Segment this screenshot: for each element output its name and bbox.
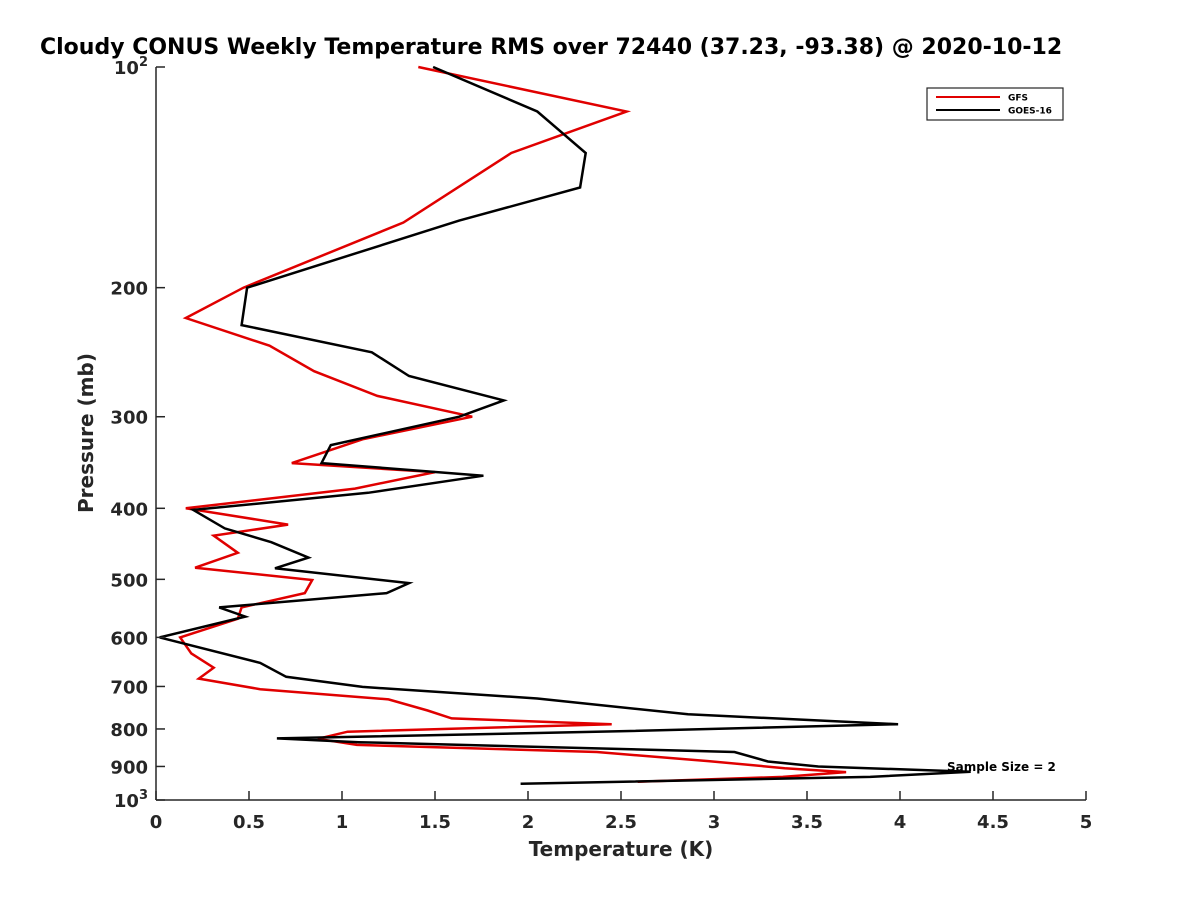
legend-label-goes-16: GOES-16: [1008, 107, 1052, 117]
series-layer: [159, 65, 971, 785]
y-tick-label: 500: [110, 570, 148, 591]
x-tick-label: 0: [150, 812, 163, 833]
y-tick-label: 102: [114, 55, 148, 79]
x-ticks: 0 0.5 1 1.5 2 2.5 3 3.5 4 4.5 5: [150, 791, 1093, 833]
y-tick-label: 900: [110, 757, 148, 778]
y-tick-label: 600: [110, 628, 148, 649]
plot-area: [156, 67, 1086, 800]
x-tick-label: 3.5: [791, 812, 823, 833]
x-axis-label: Temperature (K): [529, 837, 714, 861]
legend: GFS GOES-16: [926, 87, 1064, 121]
y-tick-label: 103: [114, 788, 148, 812]
y-tick-label: 200: [110, 279, 148, 300]
y-axis-label: Pressure (mb): [74, 353, 98, 513]
y-tick-label: 700: [110, 677, 148, 698]
series-line-goes-16: [159, 65, 971, 785]
x-tick-label: 4: [894, 812, 907, 833]
chart-title: Cloudy CONUS Weekly Temperature RMS over…: [40, 35, 1062, 60]
y-tick-label: 400: [110, 499, 148, 520]
legend-box: [926, 87, 1064, 121]
sample-size-annotation: Sample Size = 2: [947, 760, 1056, 774]
x-tick-label: 4.5: [977, 812, 1009, 833]
x-tick-label: 2: [522, 812, 535, 833]
x-tick-label: 3: [708, 812, 721, 833]
legend-label-gfs: GFS: [1008, 94, 1028, 104]
x-tick-label: 5: [1080, 812, 1093, 833]
x-tick-label: 1.5: [419, 812, 451, 833]
y-ticks: 102 200 300 400 500 600 700 800 900 103: [110, 55, 165, 812]
x-tick-label: 1: [336, 812, 349, 833]
x-tick-label: 0.5: [233, 812, 265, 833]
y-tick-label: 800: [110, 720, 148, 741]
plot-background: [156, 67, 1086, 800]
y-tick-label: 300: [110, 408, 148, 429]
x-tick-label: 2.5: [605, 812, 637, 833]
